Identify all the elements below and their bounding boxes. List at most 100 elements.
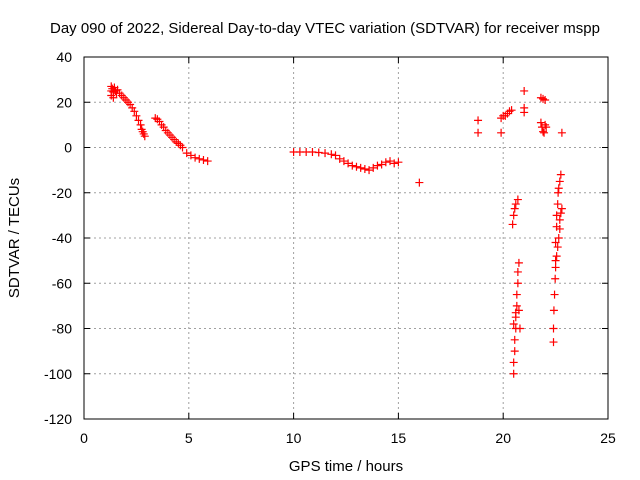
data-point	[386, 157, 395, 166]
data-point	[539, 127, 548, 136]
data-point	[415, 178, 424, 187]
data-point	[195, 154, 204, 163]
x-axis-label: GPS time / hours	[289, 458, 403, 475]
data-point	[542, 123, 551, 132]
data-point	[360, 164, 369, 173]
grid	[84, 57, 608, 419]
data-point	[507, 106, 516, 115]
data-point	[199, 155, 208, 164]
data-point	[348, 161, 357, 170]
data-point	[331, 151, 340, 160]
data-points	[107, 82, 566, 378]
data-point	[552, 252, 561, 261]
data-point	[541, 95, 550, 104]
data-point	[130, 107, 139, 116]
data-point	[539, 94, 548, 103]
data-point	[552, 211, 561, 220]
data-point	[551, 274, 560, 283]
data-point	[514, 306, 523, 315]
y-tick-label: -80	[52, 321, 72, 337]
data-point	[510, 204, 519, 213]
x-tick-label: 0	[80, 430, 88, 446]
data-point	[509, 358, 518, 367]
data-point	[549, 338, 558, 347]
y-tick-label: 0	[64, 140, 72, 156]
data-point	[335, 154, 344, 163]
data-point	[556, 209, 565, 218]
data-point	[314, 148, 323, 157]
y-tick-label: -40	[52, 230, 72, 246]
data-point	[557, 128, 566, 137]
data-point	[497, 128, 506, 137]
data-point	[513, 279, 522, 288]
data-point	[520, 86, 529, 95]
data-point	[182, 149, 191, 158]
data-point	[132, 111, 141, 120]
axis-ticks: 0 5 10 15 20 25 -120 -100 -80 -60 -40 -20 0 20 40	[44, 49, 616, 446]
data-point	[513, 195, 522, 204]
data-point	[555, 224, 564, 233]
data-point	[511, 200, 520, 209]
data-point	[549, 324, 558, 333]
data-point	[513, 267, 522, 276]
data-point	[555, 177, 564, 186]
data-point	[394, 158, 403, 167]
x-tick-label: 15	[391, 430, 407, 446]
data-point	[520, 108, 529, 117]
y-tick-label: -100	[44, 366, 72, 382]
y-tick-label: 40	[56, 49, 72, 65]
data-point	[474, 116, 483, 125]
x-tick-label: 25	[600, 430, 616, 446]
data-point	[509, 369, 518, 378]
data-point	[136, 120, 145, 129]
data-point	[553, 200, 562, 209]
data-point	[381, 158, 390, 167]
data-point	[555, 215, 564, 224]
data-point	[373, 161, 382, 170]
data-point	[515, 324, 524, 333]
data-point	[557, 204, 566, 213]
data-point	[509, 211, 518, 220]
data-point	[365, 166, 374, 175]
data-point	[178, 143, 187, 152]
data-point	[551, 263, 560, 272]
data-point	[550, 290, 559, 299]
data-point	[510, 335, 519, 344]
y-tick-label: 20	[56, 94, 72, 110]
data-point	[339, 157, 348, 166]
data-point	[474, 128, 483, 137]
data-point	[140, 132, 149, 141]
data-point	[512, 290, 521, 299]
data-point	[536, 118, 545, 127]
data-point	[508, 220, 517, 229]
chart-title: Day 090 of 2022, Sidereal Day-to-day VTE…	[50, 20, 600, 37]
data-point	[553, 243, 562, 252]
data-point	[203, 157, 212, 166]
data-point	[554, 234, 563, 242]
y-tick-label: -60	[52, 275, 72, 291]
data-point	[134, 116, 143, 125]
data-point	[556, 170, 565, 179]
data-point	[509, 319, 518, 328]
data-point	[356, 163, 365, 172]
y-tick-label: -120	[44, 411, 72, 427]
data-point	[352, 162, 361, 171]
data-point	[512, 301, 521, 310]
data-point	[551, 238, 560, 247]
data-point	[377, 160, 386, 169]
data-point	[344, 159, 353, 168]
x-tick-label: 5	[185, 430, 193, 446]
data-point	[510, 347, 519, 356]
data-point	[551, 256, 560, 265]
y-tick-label: -20	[52, 185, 72, 201]
data-point	[390, 159, 399, 168]
data-point	[549, 306, 558, 315]
data-point	[174, 139, 183, 148]
data-point	[514, 258, 523, 267]
x-tick-label: 10	[286, 430, 302, 446]
data-point	[327, 150, 336, 159]
data-point	[540, 128, 549, 137]
data-point	[321, 149, 330, 158]
data-point	[191, 153, 200, 162]
